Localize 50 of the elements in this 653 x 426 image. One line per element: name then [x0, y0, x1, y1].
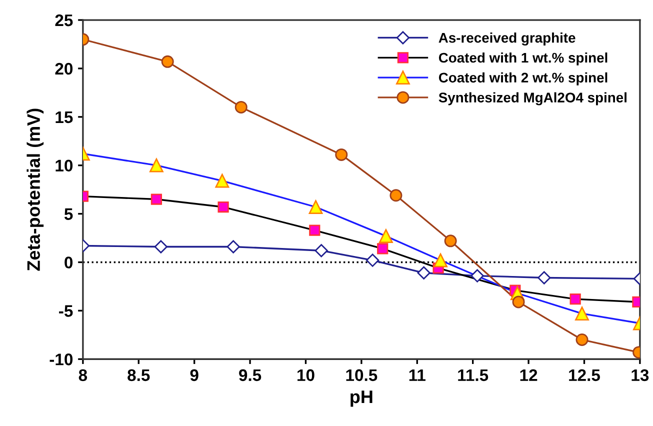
y-tick-label: 20 — [55, 62, 73, 75]
point — [218, 201, 229, 213]
legend-label: Synthesized MgAl2O4 spinel — [438, 92, 626, 106]
point — [309, 224, 320, 236]
point — [512, 296, 525, 308]
point — [335, 148, 348, 161]
y-tick-label: 25 — [55, 14, 73, 26]
legend-label: Coated with 2 wt.% spinel — [438, 72, 608, 86]
y-tick-label: 5 — [64, 208, 73, 220]
x-tick-label: 12.5 — [569, 369, 600, 382]
x-tick-label: 12 — [520, 369, 538, 381]
x-tick-label: 11.5 — [458, 369, 488, 382]
x-tick-label: 8.5 — [128, 369, 150, 382]
x-tick-label: 8 — [78, 369, 88, 382]
y-tick-label: -5 — [59, 305, 73, 317]
legend-label: As-received graphite — [438, 32, 576, 46]
point — [366, 254, 380, 267]
point — [570, 293, 581, 305]
point — [444, 234, 457, 248]
point — [150, 194, 162, 205]
point — [161, 55, 174, 68]
point — [417, 266, 430, 280]
y-tick-label: 15 — [56, 111, 73, 124]
legend-label: Coated with 1 wt.% spinel — [438, 52, 608, 66]
x-tick-label: 10 — [298, 369, 314, 382]
point — [379, 229, 393, 244]
y-axis-title: Zeta-potential (mV) — [26, 108, 44, 271]
point — [314, 244, 328, 258]
point — [234, 100, 248, 114]
point — [308, 200, 323, 214]
point — [226, 240, 240, 254]
x-axis-title: pH — [350, 390, 372, 407]
point — [575, 306, 589, 321]
y-tick-label: 10 — [56, 160, 73, 172]
point — [154, 240, 168, 254]
y-tick-label: -10 — [50, 354, 73, 366]
x-tick-label: 9.5 — [239, 369, 262, 382]
point — [390, 189, 402, 202]
point — [150, 158, 164, 172]
point — [215, 174, 230, 188]
x-tick-label: 10.5 — [346, 369, 378, 382]
x-tick-label: 9 — [190, 369, 198, 382]
point — [470, 269, 484, 282]
x-tick-label: 11 — [409, 369, 426, 381]
point — [538, 271, 551, 284]
point — [377, 243, 388, 254]
x-tick-label: 13 — [632, 369, 649, 382]
point — [576, 333, 588, 346]
point — [434, 253, 448, 268]
y-tick-label: 0 — [64, 256, 73, 268]
